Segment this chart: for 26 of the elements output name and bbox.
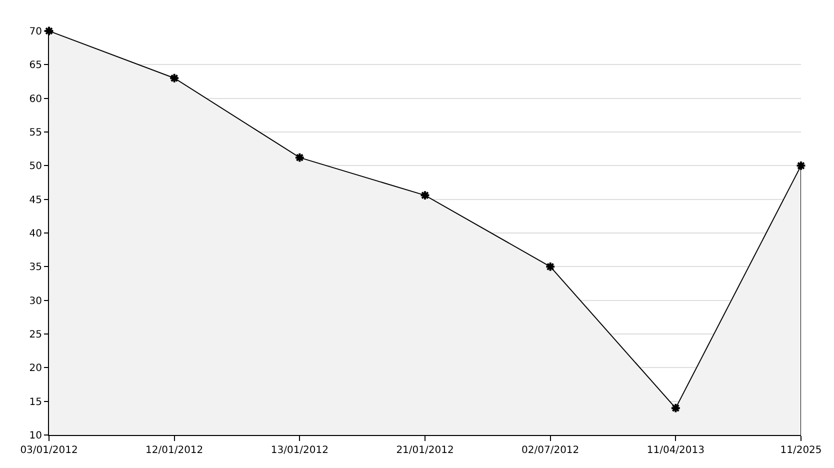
y-tick-label: 60 [29, 94, 42, 105]
x-tick-label: 11/04/2013 [646, 445, 704, 456]
y-tick-label: 20 [29, 363, 42, 374]
y-tick-label: 35 [29, 262, 42, 274]
x-tick-label: 12/01/2012 [146, 445, 204, 456]
y-tick-label: 15 [29, 396, 42, 408]
x-tick-label: 11/2025 [780, 445, 822, 456]
point [169, 72, 180, 84]
point [545, 261, 556, 272]
x-tick-label: 03/01/2012 [20, 445, 78, 456]
y-tick-label: 65 [29, 60, 42, 72]
y-tick-label: 50 [29, 161, 42, 172]
y-tick-label: 30 [29, 296, 42, 307]
x-tick-label: 21/01/2012 [396, 445, 454, 456]
y-tick-label: 55 [29, 128, 42, 138]
point [796, 160, 806, 171]
y-tick-label: 70 [29, 26, 42, 38]
point [294, 152, 305, 163]
point [420, 190, 430, 200]
y-tick-label: 45 [29, 194, 42, 206]
y-tick-label: 25 [29, 330, 42, 340]
point [670, 402, 681, 414]
y-tick-label: 40 [29, 228, 42, 240]
y-tick-label: 10 [29, 430, 42, 442]
x-tick-label: 02/07/2012 [522, 445, 580, 456]
x-tick-label: 13/01/2012 [270, 445, 328, 456]
